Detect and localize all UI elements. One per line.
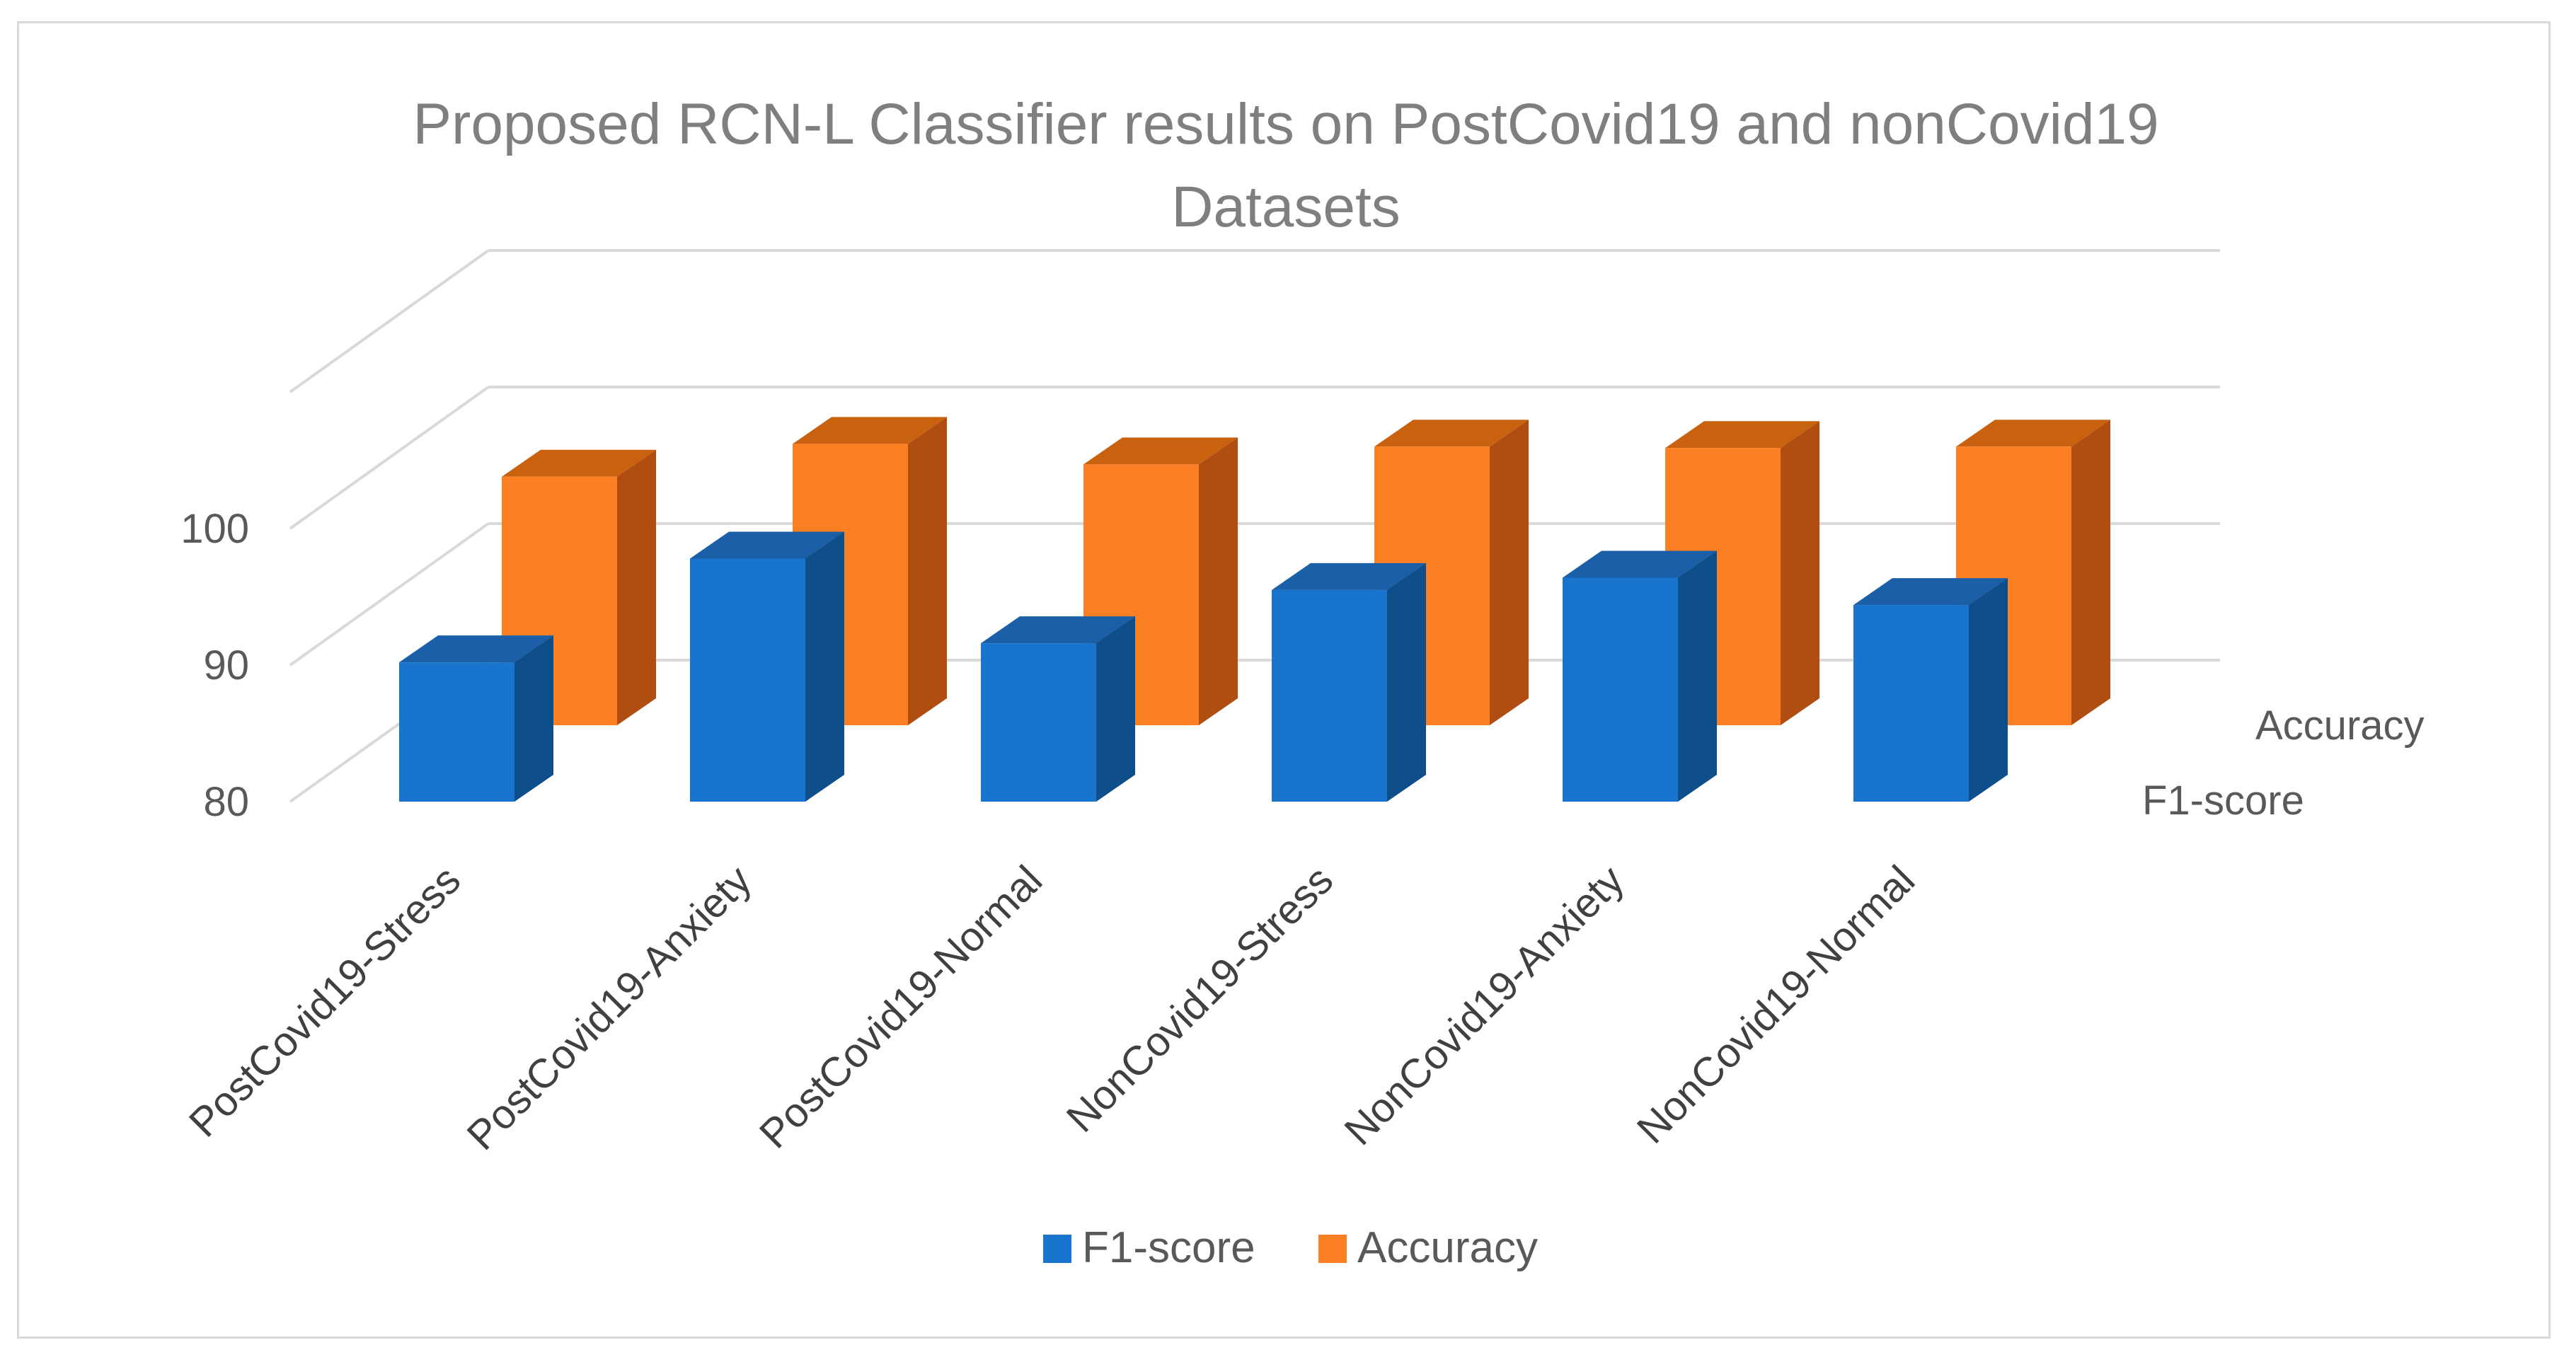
bar-side-face: [1387, 562, 1426, 802]
gridline-diagonal-90: [289, 522, 490, 666]
bar-front-face: [690, 558, 805, 802]
gridline-diagonal-top: [289, 249, 490, 393]
bar-f1-score-noncovid19-anxiety: [1563, 550, 1717, 802]
bar-side-face: [1781, 421, 1819, 725]
bar-side-face: [514, 635, 553, 802]
bar-side-face: [1096, 616, 1135, 802]
category-label-noncovid19-stress: NonCovid19-Stress: [1058, 857, 1342, 1141]
bar-f1-score-noncovid19-stress: [1272, 562, 1426, 802]
category-label-postcovid19-normal: PostCovid19-Normal: [751, 857, 1051, 1157]
legend-swatch-accuracy: [1318, 1235, 1347, 1263]
y-tick-label-90: 90: [203, 642, 249, 688]
bar-top-face: [1563, 550, 1717, 578]
bar-f1-score-noncovid19-normal: [1853, 578, 2008, 802]
bar-side-face: [1490, 420, 1529, 725]
y-tick-label-100: 100: [180, 506, 249, 552]
legend-label-f1-score: F1-score: [1082, 1223, 1255, 1272]
y-tick-label-80: 80: [203, 779, 249, 825]
bar-accuracy-postcovid19-stress: [502, 449, 656, 725]
category-label-postcovid19-stress: PostCovid19-Stress: [180, 857, 469, 1145]
bar-side-face: [1678, 550, 1717, 802]
bar-front-face: [1563, 577, 1678, 802]
chart-title-line-1: Proposed RCN-L Classifier results on Pos…: [413, 92, 2158, 156]
bar-f1-score-postcovid19-stress: [399, 635, 553, 802]
bar-top-face: [1272, 562, 1426, 590]
legend: F1-score Accuracy: [1043, 1223, 1538, 1272]
bar-side-face: [2071, 420, 2110, 725]
bar-top-face: [793, 417, 947, 444]
bar-top-face: [981, 616, 1135, 644]
category-labels: PostCovid19-StressPostCovid19-AnxietyPos…: [180, 857, 1924, 1159]
bar-side-face: [1969, 578, 2008, 802]
bar-front-face: [1853, 605, 1969, 802]
bar-top-face: [690, 531, 844, 559]
category-label-postcovid19-anxiety: PostCovid19-Anxiety: [459, 857, 761, 1159]
y-axis-ticks: 80 90 100: [180, 506, 249, 825]
chart-frame: Proposed RCN-L Classifier results on Pos…: [17, 21, 2551, 1339]
bar-top-face: [1665, 421, 1819, 449]
bar-side-face: [908, 417, 947, 725]
chart-svg: Proposed RCN-L Classifier results on Pos…: [180, 92, 2425, 1272]
bar-top-face: [1374, 420, 1529, 447]
bar-side-face: [805, 531, 844, 802]
bar-front-face: [1272, 589, 1387, 802]
bar-f1-score-postcovid19-anxiety: [690, 531, 844, 802]
depth-label-accuracy: Accuracy: [2255, 703, 2425, 749]
bar-top-face: [502, 449, 656, 477]
bar-front-face: [399, 662, 514, 802]
legend-swatch-f1-score: [1043, 1235, 1071, 1263]
bar-top-face: [1956, 420, 2110, 447]
bar-top-face: [1853, 578, 2008, 606]
category-label-noncovid19-anxiety: NonCovid19-Anxiety: [1335, 857, 1633, 1154]
bar-side-face: [617, 449, 656, 725]
category-label-noncovid19-normal: NonCovid19-Normal: [1628, 857, 1924, 1153]
bar-top-face: [1083, 437, 1238, 465]
series-depth-labels: F1-score Accuracy: [2142, 703, 2425, 824]
legend-label-accuracy: Accuracy: [1357, 1223, 1538, 1272]
bar-front-face: [981, 643, 1096, 802]
chart-title-line-2: Datasets: [1171, 175, 1401, 239]
bar-f1-score-postcovid19-normal: [981, 616, 1135, 802]
depth-label-f1-score: F1-score: [2142, 778, 2304, 824]
gridline-diagonal-100: [289, 386, 490, 530]
bar-top-face: [399, 635, 553, 663]
bar-side-face: [1199, 437, 1238, 725]
bars: [399, 417, 2110, 802]
